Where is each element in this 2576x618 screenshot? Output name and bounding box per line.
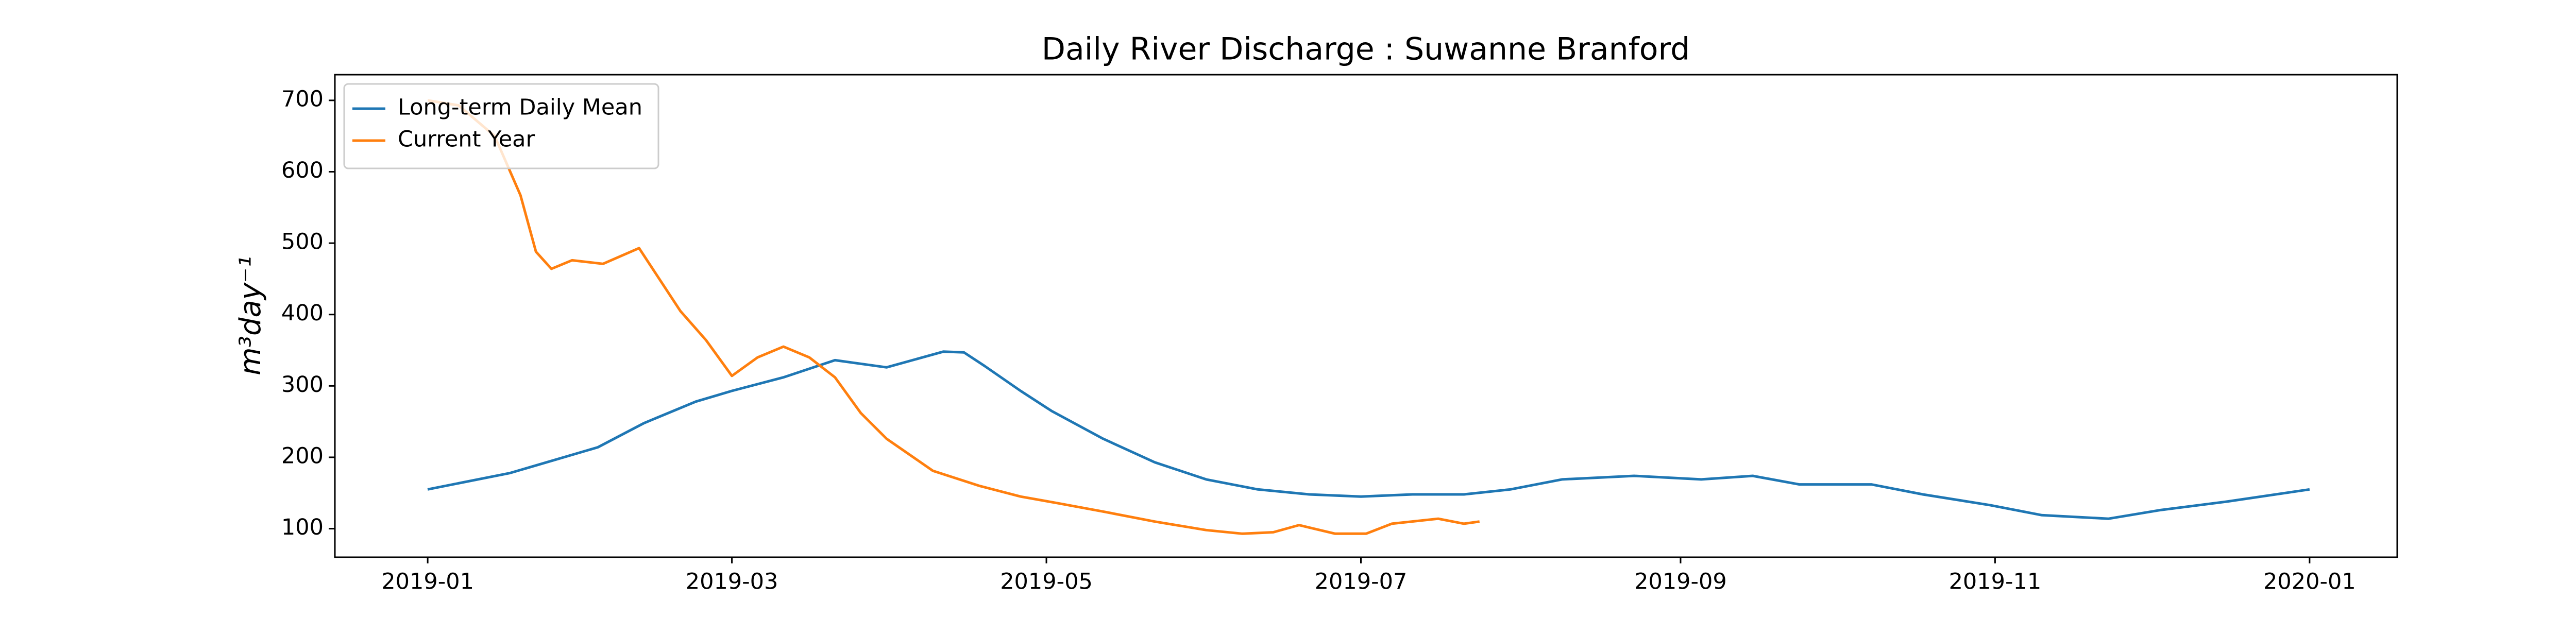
y-tick-label: 500 (281, 229, 324, 255)
x-tick-label: 2019-03 (686, 569, 778, 595)
y-tick-label: 100 (281, 514, 324, 540)
y-axis-label: m³day⁻¹ (234, 256, 267, 375)
legend-box (343, 83, 659, 169)
x-tick-label: 2020-01 (2263, 569, 2356, 595)
legend-label: Current Year (398, 127, 535, 152)
y-tick-label: 600 (281, 158, 324, 183)
y-tick-label: 700 (281, 86, 324, 112)
x-tick-label: 2019-07 (1315, 569, 1408, 595)
y-tick-label: 300 (281, 372, 324, 398)
x-tick-label: 2019-01 (381, 569, 474, 595)
legend-label: Long-term Daily Mean (398, 95, 642, 121)
plot-frame (334, 74, 2398, 558)
data-line (427, 99, 1480, 535)
chart-title: Daily River Discharge : Suwanne Branford (1042, 31, 1690, 67)
x-tick-label: 2019-05 (1000, 569, 1093, 595)
x-tick-label: 2019-09 (1634, 569, 1727, 595)
y-tick-label: 200 (281, 443, 324, 469)
x-tick-label: 2019-11 (1949, 569, 2042, 595)
data-line (427, 350, 2310, 520)
y-tick-label: 400 (281, 300, 324, 326)
